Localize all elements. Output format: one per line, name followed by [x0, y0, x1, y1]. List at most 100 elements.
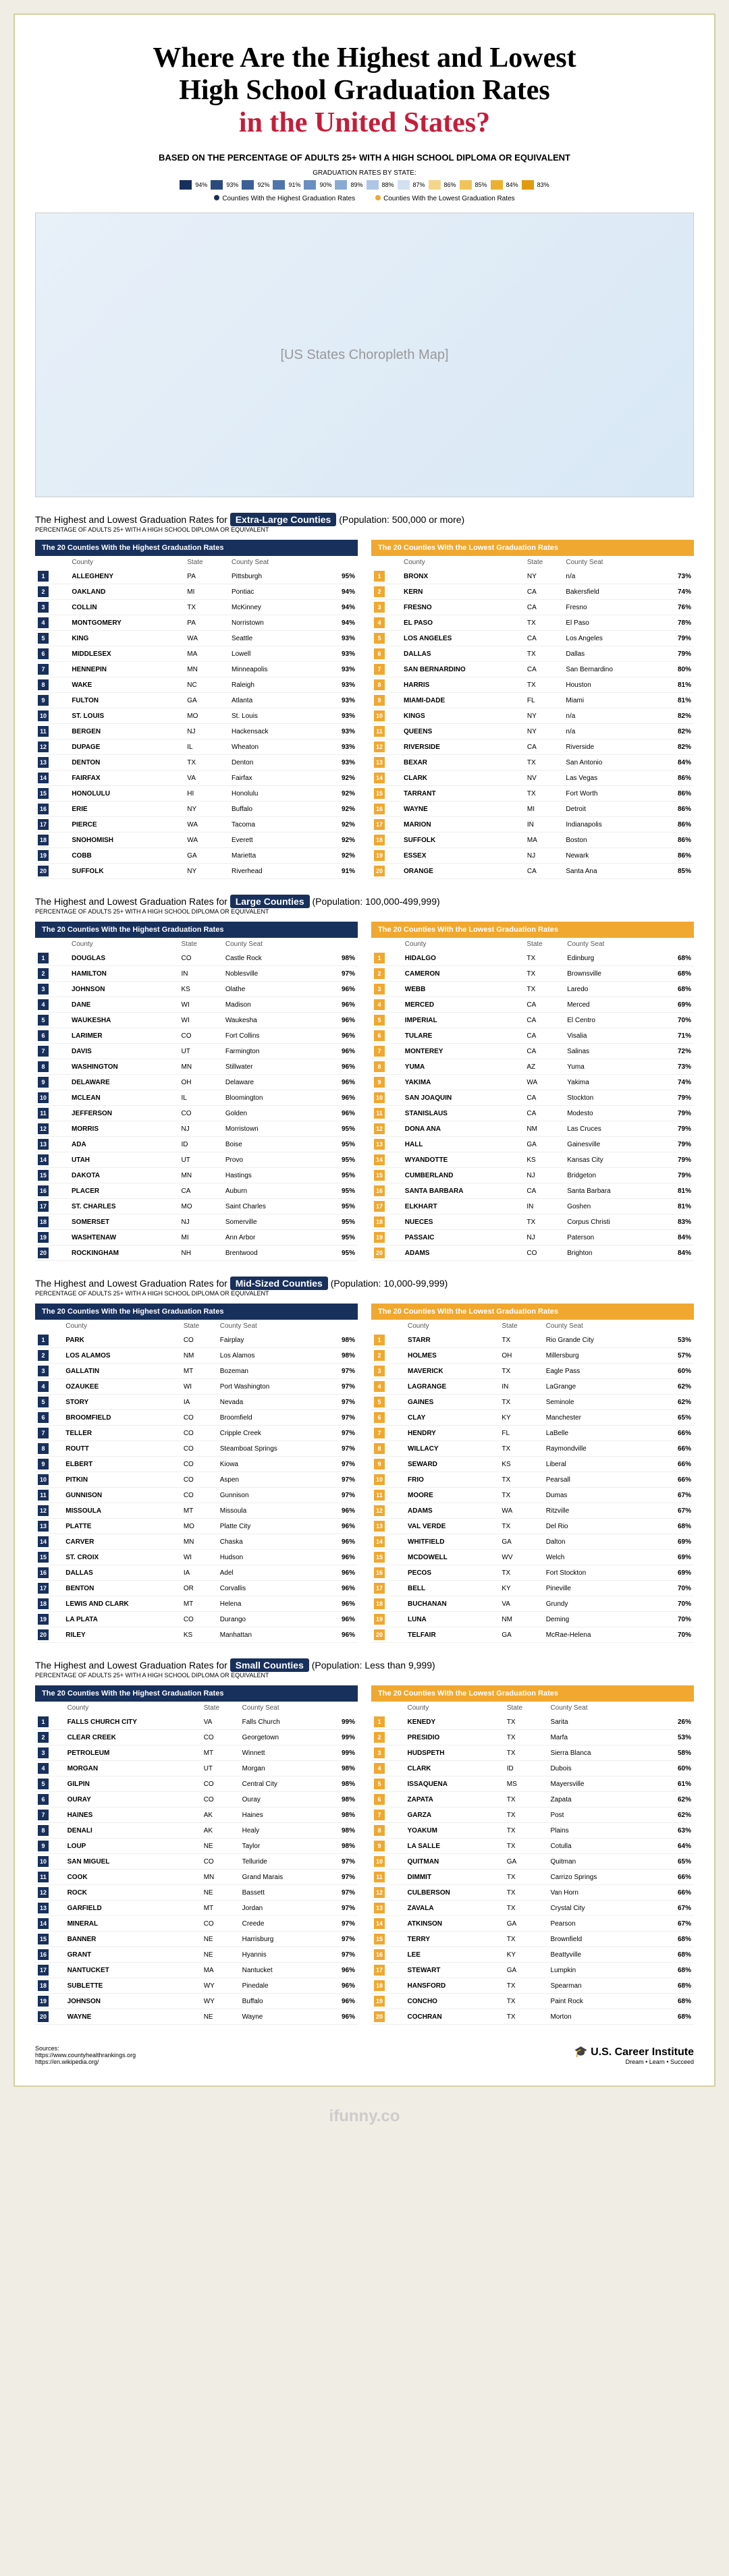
- table-row: 17MARIONINIndianapolis86%: [371, 817, 694, 833]
- table-row: 16PLACERCAAuburn95%: [35, 1183, 358, 1199]
- table-row: 11STANISLAUSCAModesto79%: [371, 1106, 694, 1121]
- table-row: 9MIAMI-DADEFLMiami81%: [371, 693, 694, 708]
- table-row: 2KERNCABakersfield74%: [371, 584, 694, 600]
- section-title: The Highest and Lowest Graduation Rates …: [35, 514, 694, 525]
- table-row: 17BENTONORCorvallis96%: [35, 1581, 358, 1596]
- table-row: 20ORANGECASanta Ana85%: [371, 864, 694, 879]
- table-row: 10SAN MIGUELCOTelluride97%: [35, 1854, 358, 1870]
- table-row: 19ESSEXNJNewark86%: [371, 848, 694, 864]
- table-row: 9FULTONGAAtlanta93%: [35, 693, 358, 708]
- table-row: 11JEFFERSONCOGolden96%: [35, 1106, 358, 1121]
- table-row: 6OURAYCOOuray98%: [35, 1792, 358, 1808]
- table-row: 18SOMERSETNJSomerville95%: [35, 1214, 358, 1230]
- table-row: 1HIDALGOTXEdinburg68%: [371, 951, 694, 966]
- table-row: 17NANTUCKETMANantucket96%: [35, 1963, 358, 1978]
- table-row: 19LA PLATACODurango96%: [35, 1612, 358, 1627]
- table-row: 4EL PASOTXEl Paso78%: [371, 615, 694, 631]
- table-row: 3JOHNSONKSOlathe96%: [35, 982, 358, 997]
- table-row: 20ADAMSCOBrighton84%: [371, 1245, 694, 1261]
- table-row: 19JOHNSONWYBuffalo96%: [35, 1994, 358, 2009]
- table-row: 18BUCHANANVAGrundy70%: [371, 1596, 694, 1612]
- table-row: 10FRIOTXPearsall66%: [371, 1472, 694, 1488]
- table-row: 11QUEENSNYn/a82%: [371, 724, 694, 739]
- table-row: 16DALLASIAAdel96%: [35, 1565, 358, 1581]
- table-row: 16GRANTNEHyannis97%: [35, 1947, 358, 1963]
- table-row: 13GARFIELDMTJordan97%: [35, 1901, 358, 1916]
- table-row: 1DOUGLASCOCastle Rock98%: [35, 951, 358, 966]
- table-row: 5WAUKESHAWIWaukesha96%: [35, 1013, 358, 1028]
- table-row: 1STARRTXRio Grande City53%: [371, 1333, 694, 1348]
- table-row: 1BRONXNYn/a73%: [371, 569, 694, 584]
- table-row: 16LEEKYBeattyville68%: [371, 1947, 694, 1963]
- table-row: 6CLAYKYManchester65%: [371, 1410, 694, 1426]
- table-row: 5GAINESTXSeminole62%: [371, 1395, 694, 1410]
- table-row: 15ST. CROIXWIHudson96%: [35, 1550, 358, 1565]
- table-row: 12ROCKNEBassett97%: [35, 1885, 358, 1901]
- us-map: [US States Choropleth Map]: [35, 213, 694, 497]
- table-row: 7HENNEPINMNMinneapolis93%: [35, 662, 358, 677]
- table-row: 8WASHINGTONMNStillwater96%: [35, 1059, 358, 1075]
- table-row: 18SNOHOMISHWAEverett92%: [35, 833, 358, 848]
- table-row: 14UTAHUTProvo95%: [35, 1152, 358, 1168]
- table-row: 8HARRISTXHouston81%: [371, 677, 694, 693]
- table-row: 9LA SALLETXCotulla64%: [371, 1839, 694, 1854]
- footer: Sources: https://www.countyhealthranking…: [35, 2045, 694, 2065]
- table-row: 14CARVERMNChaska96%: [35, 1534, 358, 1550]
- table-row: 12DUPAGEILWheaton93%: [35, 739, 358, 755]
- table-row: 16PECOSTXFort Stockton69%: [371, 1565, 694, 1581]
- table-row: 7GARZATXPost62%: [371, 1808, 694, 1823]
- table-row: 1KENEDYTXSarita26%: [371, 1714, 694, 1730]
- table-row: 10KINGSNYn/a82%: [371, 708, 694, 724]
- table-row: 15MCDOWELLWVWelch69%: [371, 1550, 694, 1565]
- table-row: 20RILEYKSManhattan96%: [35, 1627, 358, 1643]
- table-row: 4OZAUKEEWIPort Washington97%: [35, 1379, 358, 1395]
- table-row: 8DENALIAKHealy98%: [35, 1823, 358, 1839]
- table-row: 17ST. CHARLESMOSaint Charles95%: [35, 1199, 358, 1214]
- table-row: 5ISSAQUENAMSMayersville61%: [371, 1776, 694, 1792]
- table-row: 8YUMAAZYuma73%: [371, 1059, 694, 1075]
- table-row: 20TELFAIRGAMcRae-Helena70%: [371, 1627, 694, 1643]
- table-row: 3FRESNOCAFresno76%: [371, 600, 694, 615]
- legend: GRADUATION RATES BY STATE: 94%93%92%91%9…: [35, 169, 694, 202]
- table-row: 6ZAPATATXZapata62%: [371, 1792, 694, 1808]
- table-row: 9ELBERTCOKiowa97%: [35, 1457, 358, 1472]
- subtitle: BASED ON THE PERCENTAGE OF ADULTS 25+ WI…: [35, 152, 694, 163]
- table-row: 5GILPINCOCentral City98%: [35, 1776, 358, 1792]
- table-row: 13BEXARTXSan Antonio84%: [371, 755, 694, 771]
- section-title: The Highest and Lowest Graduation Rates …: [35, 1278, 694, 1289]
- table-row: 2OAKLANDMIPontiac94%: [35, 584, 358, 600]
- table-row: 3PETROLEUMMTWinnett99%: [35, 1745, 358, 1761]
- table-row: 14CLARKNVLas Vegas86%: [371, 771, 694, 786]
- table-row: 8ROUTTCOSteamboat Springs97%: [35, 1441, 358, 1457]
- table-row: 11DIMMITTXCarrizo Springs66%: [371, 1870, 694, 1885]
- table-row: 10PITKINCOAspen97%: [35, 1472, 358, 1488]
- table-row: 7TELLERCOCripple Creek97%: [35, 1426, 358, 1441]
- table-row: 14WYANDOTTEKSKansas City79%: [371, 1152, 694, 1168]
- table-row: 8WAKENCRaleigh93%: [35, 677, 358, 693]
- table-row: 10QUITMANGAQuitman65%: [371, 1854, 694, 1870]
- table-row: 6DALLASTXDallas79%: [371, 646, 694, 662]
- table-row: 15CUMBERLANDNJBridgeton79%: [371, 1168, 694, 1183]
- table-row: 17PIERCEWATacoma92%: [35, 817, 358, 833]
- table-row: 10MCLEANILBloomington96%: [35, 1090, 358, 1106]
- table-row: 19LUNANMDeming70%: [371, 1612, 694, 1627]
- table-row: 4CLARKIDDubois60%: [371, 1761, 694, 1776]
- table-row: 12MORRISNJMorristown95%: [35, 1121, 358, 1137]
- table-row: 2PRESIDIOTXMarfa53%: [371, 1730, 694, 1745]
- table-row: 14WHITFIELDGADalton69%: [371, 1534, 694, 1550]
- table-row: 3WEBBTXLaredo68%: [371, 982, 694, 997]
- table-row: 6TULARECAVisalia71%: [371, 1028, 694, 1044]
- table-row: 6MIDDLESEXMALowell93%: [35, 646, 358, 662]
- main-title: Where Are the Highest and Lowest High Sc…: [35, 42, 694, 139]
- table-row: 7DAVISUTFarmington96%: [35, 1044, 358, 1059]
- table-row: 8WILLACYTXRaymondville66%: [371, 1441, 694, 1457]
- table-row: 1ALLEGHENYPAPittsburgh95%: [35, 569, 358, 584]
- table-row: 20WAYNENEWayne96%: [35, 2009, 358, 2025]
- table-row: 20ROCKINGHAMNHBrentwood95%: [35, 1245, 358, 1261]
- table-row: 14ATKINSONGAPearson67%: [371, 1916, 694, 1932]
- table-row: 8YOAKUMTXPlains63%: [371, 1823, 694, 1839]
- table-row: 2CAMERONTXBrownsville68%: [371, 966, 694, 982]
- table-row: 14MINERALCOCreede97%: [35, 1916, 358, 1932]
- table-row: 11COOKMNGrand Marais97%: [35, 1870, 358, 1885]
- table-row: 14FAIRFAXVAFairfax92%: [35, 771, 358, 786]
